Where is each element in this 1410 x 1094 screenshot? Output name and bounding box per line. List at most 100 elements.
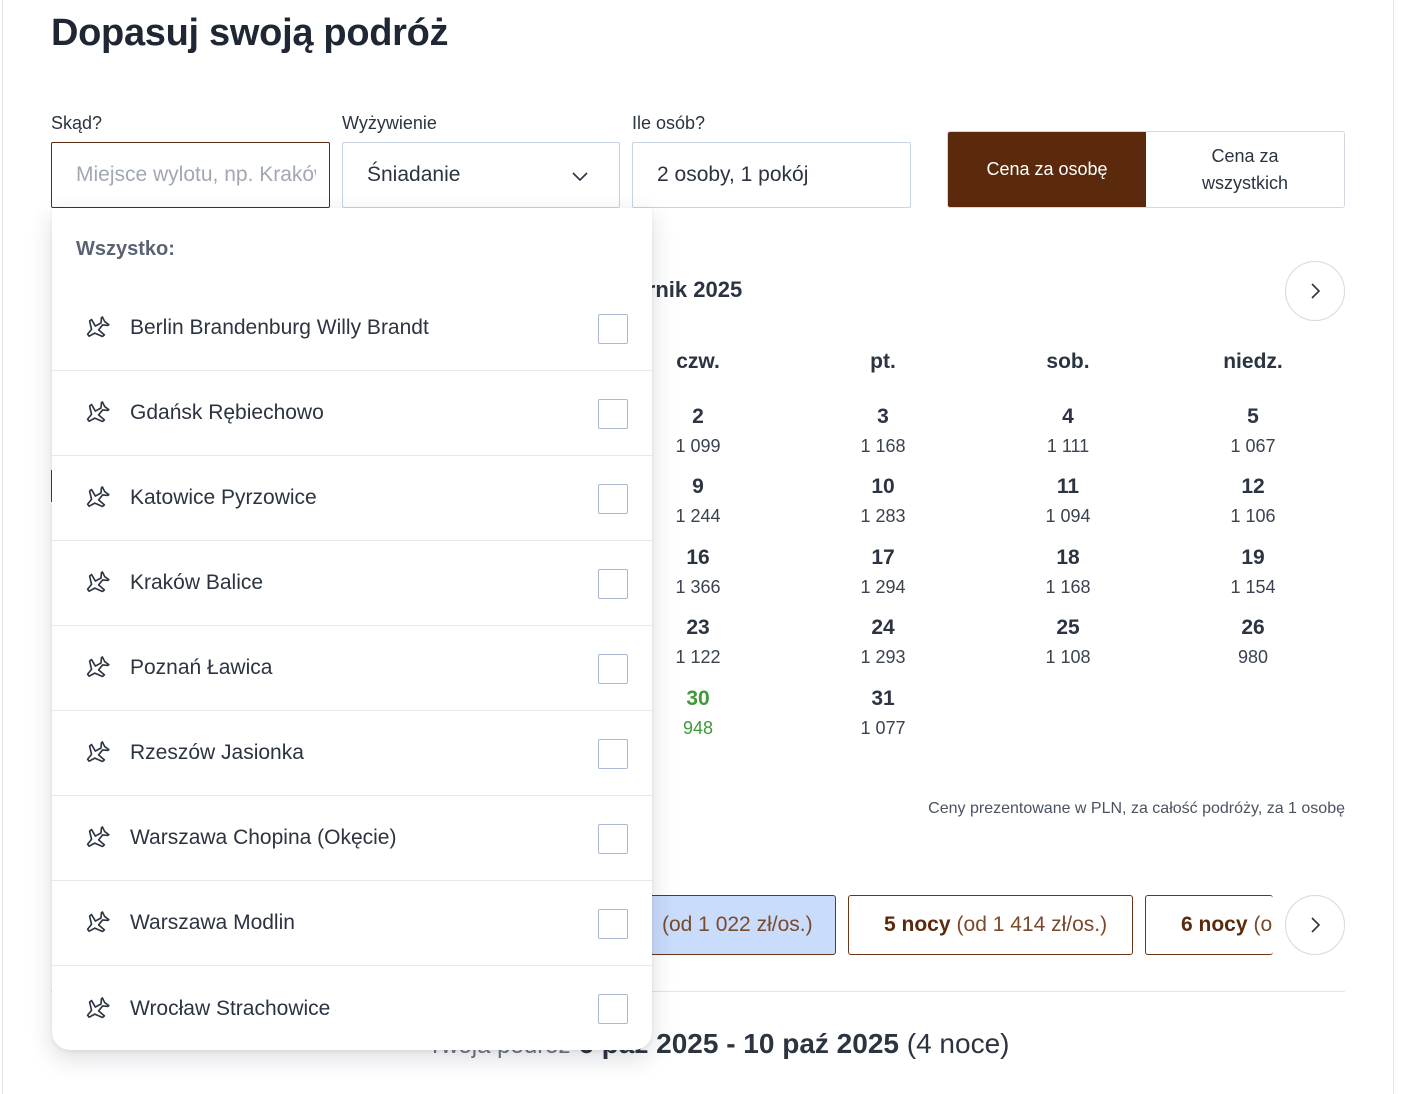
day-price: 1 154: [1230, 577, 1276, 597]
plane-icon: [82, 398, 112, 428]
weekday-header: sob.: [1046, 350, 1090, 373]
calendar-day[interactable]: 9 1 244: [638, 475, 758, 527]
calendar-day[interactable]: 17 1 294: [823, 546, 943, 598]
people-value: 2 osoby, 1 pokój: [657, 163, 809, 186]
people-label: Ile osób?: [632, 113, 706, 133]
chevron-right-icon: [1311, 917, 1321, 933]
calendar-day[interactable]: 26 980: [1193, 616, 1313, 668]
calendar-day[interactable]: 31 1 077: [823, 687, 943, 739]
airport-name: Katowice Pyrzowice: [130, 486, 317, 509]
from-label: Skąd?: [51, 113, 103, 133]
day-number: 3: [877, 405, 889, 428]
nights-next-button[interactable]: [1285, 895, 1345, 955]
price-per-person-button[interactable]: Cena za osobę: [948, 132, 1146, 207]
day-price: 1 293: [860, 647, 906, 667]
board-value: Śniadanie: [367, 163, 461, 186]
board-select[interactable]: Śniadanie: [342, 142, 620, 208]
airport-option[interactable]: Gdańsk Rębiechowo: [52, 371, 652, 456]
airport-option[interactable]: Berlin Brandenburg Willy Brandt: [52, 286, 652, 371]
day-number: 12: [1241, 475, 1265, 498]
airport-checkbox[interactable]: [598, 654, 628, 684]
airport-checkbox[interactable]: [598, 994, 628, 1024]
airport-checkbox[interactable]: [598, 569, 628, 599]
calendar-day[interactable]: 2 1 099: [638, 405, 758, 457]
airport-checkbox[interactable]: [598, 399, 628, 429]
calendar-day[interactable]: 25 1 108: [1008, 616, 1128, 668]
people-field[interactable]: 2 osoby, 1 pokój: [632, 142, 911, 208]
day-number: 26: [1241, 616, 1265, 639]
airport-option[interactable]: Katowice Pyrzowice: [52, 456, 652, 541]
from-field[interactable]: [51, 142, 330, 208]
airport-name: Wrocław Strachowice: [130, 996, 331, 1020]
airport-option[interactable]: Kraków Balice: [52, 541, 652, 626]
day-price: 1 077: [860, 718, 906, 738]
airport-checkbox[interactable]: [598, 314, 628, 344]
day-price: 1 366: [675, 577, 721, 597]
airport-option[interactable]: Warszawa Chopina (Okęcie): [52, 796, 652, 881]
day-number: 31: [871, 687, 895, 710]
plane-icon: [82, 568, 112, 598]
plane-icon: [82, 823, 112, 853]
page-title: Dopasuj swoją podróż: [51, 12, 449, 54]
calendar-day[interactable]: 30 948: [638, 687, 758, 739]
airport-name: Gdańsk Rębiechowo: [130, 401, 324, 424]
from-input[interactable]: [76, 163, 316, 187]
calendar-day[interactable]: 16 1 366: [638, 546, 758, 598]
nights-chip-5[interactable]: 5 nocy (od 1 414 zł/os.): [848, 895, 1133, 955]
airport-checkbox[interactable]: [598, 909, 628, 939]
day-number: 24: [871, 616, 895, 639]
airport-name: Poznań Ławica: [130, 656, 273, 679]
airport-name: Warszawa Modlin: [130, 911, 295, 934]
nights-chip-4[interactable]: (od 1 022 zł/os.): [620, 895, 836, 955]
airport-checkbox[interactable]: [598, 824, 628, 854]
nights-chip-label: 6 nocy: [1181, 913, 1248, 936]
airport-option[interactable]: Wrocław Strachowice: [52, 966, 652, 1051]
departure-dropdown: Wszystko: Berlin Brandenburg Willy Brand…: [52, 208, 652, 1050]
weekday-header: czw.: [676, 350, 720, 373]
weekday-header: niedz.: [1223, 350, 1283, 373]
day-number: 23: [686, 616, 710, 639]
price-total-label: Cena za wszystkich: [1201, 145, 1288, 193]
airport-option[interactable]: Warszawa Modlin: [52, 881, 652, 966]
chevron-right-icon: [1311, 283, 1321, 299]
calendar-day[interactable]: 12 1 106: [1193, 475, 1313, 527]
calendar-day[interactable]: 19 1 154: [1193, 546, 1313, 598]
weekday-header: pt.: [870, 350, 896, 373]
day-price: 1 106: [1230, 506, 1276, 526]
airport-name: Rzeszów Jasionka: [130, 741, 304, 764]
trip-nights: (4 noce): [906, 1028, 1010, 1059]
nights-chip-price: (od 1 414 zł/os.): [956, 913, 1108, 936]
day-number: 2: [692, 405, 704, 428]
next-month-button[interactable]: [1285, 261, 1345, 321]
calendar-day[interactable]: 18 1 168: [1008, 546, 1128, 598]
day-number: 10: [871, 475, 895, 498]
day-number: 19: [1241, 546, 1265, 569]
calendar-day[interactable]: 4 1 111: [1008, 405, 1128, 457]
airport-checkbox[interactable]: [598, 739, 628, 769]
calendar-day[interactable]: 24 1 293: [823, 616, 943, 668]
day-price: 1 111: [1046, 436, 1090, 456]
price-total-button[interactable]: Cena za wszystkich: [1146, 132, 1344, 207]
calendar-day[interactable]: 5 1 067: [1193, 405, 1313, 457]
nights-chip-6[interactable]: 6 nocy (od: [1145, 895, 1273, 955]
calendar-day[interactable]: 23 1 122: [638, 616, 758, 668]
day-number: 11: [1056, 475, 1080, 498]
calendar-day[interactable]: 3 1 168: [823, 405, 943, 457]
day-price: 1 294: [860, 577, 906, 597]
chevron-down-icon: [572, 172, 588, 182]
airport-option[interactable]: Rzeszów Jasionka: [52, 711, 652, 796]
dropdown-all-label: Wszystko:: [76, 238, 175, 260]
airport-checkbox[interactable]: [598, 484, 628, 514]
nights-chip-label: 5 nocy: [884, 913, 951, 936]
plane-icon: [82, 653, 112, 683]
day-price: 948: [682, 718, 714, 738]
day-number: 9: [692, 475, 704, 498]
day-price: 1 283: [860, 506, 906, 526]
day-number: 5: [1247, 405, 1259, 428]
day-number: 30: [686, 687, 710, 710]
day-number: 17: [871, 546, 895, 569]
calendar-day[interactable]: 10 1 283: [823, 475, 943, 527]
airport-option[interactable]: Poznań Ławica: [52, 626, 652, 711]
day-number: 16: [686, 546, 710, 569]
calendar-day[interactable]: 11 1 094: [1008, 475, 1128, 527]
